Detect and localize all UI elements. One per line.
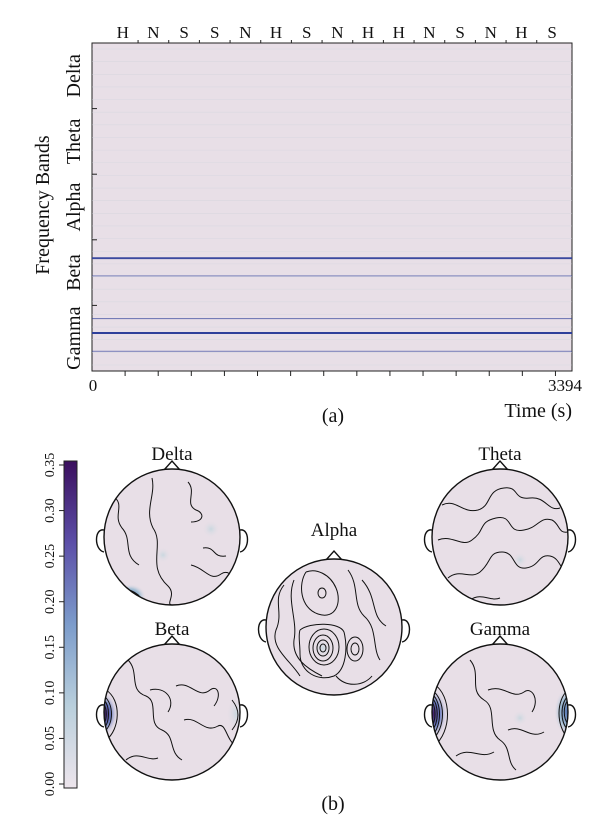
topomap-gamma: Gamma [423,619,577,781]
head-circle [103,643,241,781]
colorbar-tick-label: 0.15 [43,635,58,660]
topomap-title: Theta [478,444,522,465]
topomap-theta: Theta [423,444,577,606]
topomap-title: Gamma [470,619,531,640]
head-circle [103,468,241,606]
column-ticks [124,371,556,376]
emotion-label: H [270,23,282,42]
topomap-title: Beta [155,619,190,640]
topomap-delta: Delta [95,444,249,606]
x-axis-label: Time (s) [504,400,572,422]
emotion-label: H [515,23,527,42]
colorbar-tick-label: 0.00 [43,772,58,797]
colorbar-tick-label: 0.20 [43,589,58,614]
head-outline [423,459,577,553]
band-labels: Delta Theta Alpha Beta Gamma [63,54,85,370]
emotion-label: N [239,23,251,42]
emotion-label: N [147,23,159,42]
heatmap-lines [92,48,572,366]
caption-b: (b) [321,793,344,815]
y-axis-label: Frequency Bands [32,135,54,275]
colorbar-tick-label: 0.10 [43,681,58,706]
emotion-label: S [547,23,556,42]
colorbar-tick-label: 0.25 [43,544,58,569]
x-tick-end: 3394 [548,376,583,395]
colorbar-ticks: 0.00 0.05 0.10 0.15 0.20 0.25 0.30 0.35 [43,453,64,797]
row-ticks [92,108,97,306]
topomap-title: Delta [151,444,193,465]
heatmap-background [91,42,573,372]
topomap-alpha: Alpha [257,520,411,696]
emotion-label: N [331,23,343,42]
colorbar-tick-label: 0.05 [43,726,58,751]
band-label: Beta [63,254,85,291]
emotion-label: N [423,23,435,42]
colorbar-tick-label: 0.30 [43,498,58,522]
x-tick-start: 0 [89,376,98,395]
emotion-label: H [393,23,405,42]
band-label: Alpha [63,182,85,231]
colorbar-tick-label: 0.35 [43,453,58,478]
topomap-panel: 0.00 0.05 0.10 0.15 0.20 0.25 0.30 0.35 Delta [43,444,577,815]
emotion-label: S [302,23,311,42]
emotion-label: H [362,23,374,42]
head-outline [423,634,577,728]
emotion-label: N [485,23,497,42]
head-circle [431,468,569,606]
head-outline [95,634,249,728]
band-label: Theta [63,119,85,165]
topomap-beta: Beta [95,619,249,781]
head-circle [265,558,403,696]
emotion-label: S [179,23,188,42]
head-circle [431,643,569,781]
colorbar [63,460,78,789]
emotion-label: H [117,23,129,42]
head-outline [257,549,411,643]
topomap-title: Alpha [311,520,358,541]
band-label: Delta [63,54,85,97]
band-label: Gamma [63,306,85,369]
head-outline [95,459,249,553]
caption-a: (a) [322,405,344,427]
emotion-label: S [455,23,464,42]
emotion-label: S [210,23,219,42]
